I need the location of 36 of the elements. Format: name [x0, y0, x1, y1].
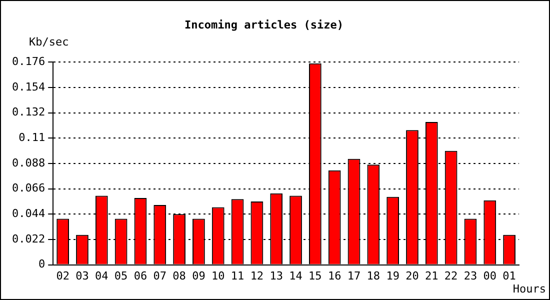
x-axis-title: Hours	[512, 282, 546, 296]
x-tick-label: 04	[95, 269, 109, 282]
chart-title: Incoming articles (size)	[184, 18, 344, 32]
y-tick-label: 0.044	[12, 207, 46, 220]
x-tick-label: 11	[230, 269, 244, 282]
x-tick-label: 19	[386, 269, 400, 282]
y-tick-label: 0.022	[12, 232, 46, 246]
y-tick-label: 0.154	[12, 80, 46, 94]
x-tick-label: 08	[172, 269, 186, 282]
x-tick-label: 10	[211, 269, 225, 282]
x-tick-label: 07	[153, 269, 167, 282]
x-tick-label: 06	[134, 269, 148, 282]
x-tick-label: 17	[347, 269, 361, 282]
x-tick-label: 21	[425, 269, 438, 282]
x-tick-label: 05	[114, 269, 128, 282]
y-axis-title: Kb/sec	[29, 36, 69, 49]
x-tick-label: 15	[308, 269, 322, 282]
y-tick-label: 0.066	[12, 182, 46, 195]
x-tick-label: 14	[289, 269, 303, 282]
x-tick-label: 22	[444, 269, 458, 282]
x-tick-label: 00	[483, 269, 497, 282]
x-tick-label: 20	[406, 269, 419, 282]
y-tick-label: 0.176	[12, 55, 46, 68]
y-tick-label: 0.088	[12, 156, 46, 170]
x-tick-label: 01	[502, 269, 516, 282]
x-tick-label: 03	[76, 269, 89, 282]
x-tick-label: 13	[270, 269, 283, 282]
x-tick-label: 12	[250, 269, 264, 282]
x-tick-label: 18	[366, 269, 380, 282]
x-tick-label: 16	[328, 269, 342, 282]
x-tick-label: 09	[192, 269, 206, 282]
y-tick-label: 0	[38, 258, 46, 271]
y-tick-label: 0.11	[18, 131, 46, 144]
x-tick-label: 23	[464, 269, 478, 282]
x-tick-label: 02	[56, 269, 70, 282]
y-tick-label: 0.132	[12, 106, 46, 119]
